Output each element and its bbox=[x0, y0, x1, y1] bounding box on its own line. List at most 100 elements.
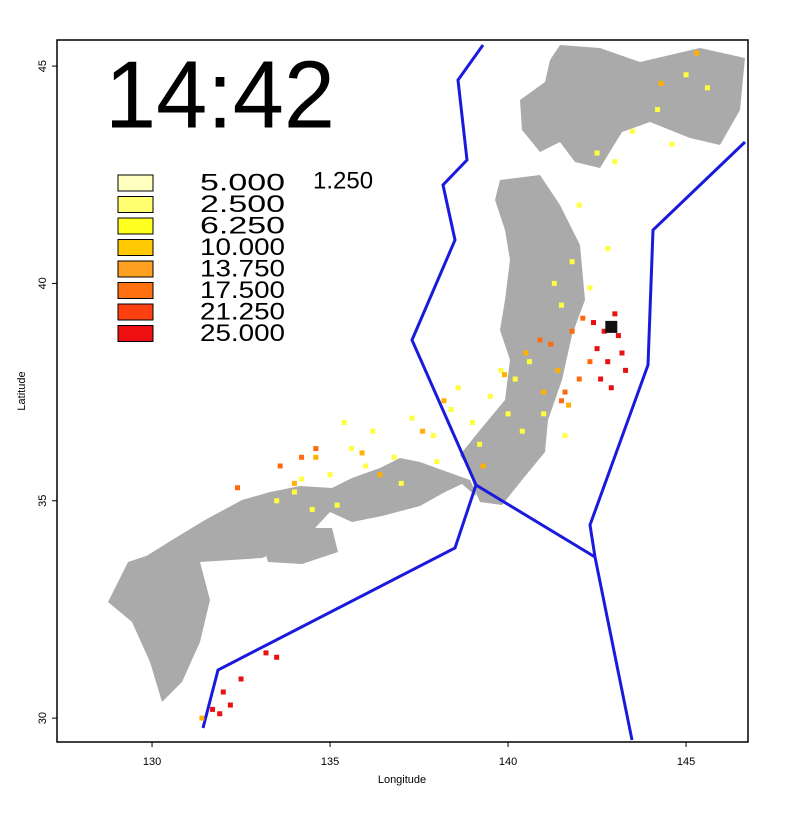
legend-label: 10.000 bbox=[200, 234, 285, 261]
point bbox=[562, 433, 568, 439]
point bbox=[658, 80, 664, 86]
point bbox=[217, 711, 223, 717]
point bbox=[299, 476, 305, 482]
point bbox=[615, 333, 621, 339]
chart-title: 14:42 bbox=[105, 41, 335, 148]
point bbox=[526, 359, 532, 365]
x-tick-label: 140 bbox=[499, 756, 517, 768]
point bbox=[683, 72, 689, 78]
point bbox=[291, 489, 297, 495]
point bbox=[238, 676, 244, 682]
point bbox=[480, 463, 486, 469]
point bbox=[505, 411, 511, 417]
point bbox=[398, 480, 404, 486]
point bbox=[608, 385, 614, 391]
point bbox=[498, 367, 504, 373]
y-tick-label: 40 bbox=[37, 277, 49, 289]
point bbox=[291, 480, 297, 486]
point bbox=[569, 259, 575, 265]
point bbox=[370, 428, 376, 434]
point bbox=[363, 463, 369, 469]
point bbox=[277, 463, 283, 469]
y-tick-label: 45 bbox=[37, 60, 49, 72]
point bbox=[455, 385, 461, 391]
legend-label: 17.500 bbox=[200, 277, 285, 304]
legend-swatch bbox=[117, 174, 154, 192]
point bbox=[612, 311, 618, 317]
point bbox=[477, 441, 483, 447]
point bbox=[334, 502, 340, 508]
point bbox=[541, 389, 547, 395]
point bbox=[587, 359, 593, 365]
point bbox=[420, 428, 426, 434]
boundary-line bbox=[588, 140, 747, 741]
legend-label: 21.250 bbox=[200, 298, 285, 325]
point bbox=[598, 376, 604, 382]
point bbox=[576, 202, 582, 208]
point bbox=[391, 454, 397, 460]
point bbox=[623, 367, 629, 373]
point bbox=[612, 159, 618, 165]
point bbox=[220, 689, 226, 695]
point bbox=[594, 150, 600, 156]
legend-swatch bbox=[117, 260, 154, 278]
point bbox=[227, 702, 233, 708]
point bbox=[562, 389, 568, 395]
kyushu bbox=[108, 548, 210, 702]
legend-label: 5.000 bbox=[200, 169, 285, 196]
point bbox=[274, 654, 280, 660]
y-axis-label: Latitude bbox=[16, 371, 28, 410]
point bbox=[409, 415, 415, 421]
point bbox=[587, 285, 593, 291]
point bbox=[512, 376, 518, 382]
point bbox=[576, 376, 582, 382]
point bbox=[594, 346, 600, 352]
point bbox=[694, 50, 700, 56]
x-tick-label: 130 bbox=[143, 756, 161, 768]
point bbox=[299, 454, 305, 460]
legend-swatch bbox=[117, 239, 154, 256]
point bbox=[523, 350, 529, 356]
point bbox=[655, 107, 661, 113]
point bbox=[569, 328, 575, 334]
point bbox=[558, 302, 564, 308]
point bbox=[434, 459, 440, 465]
point bbox=[234, 485, 240, 491]
point bbox=[630, 128, 636, 134]
x-tick-label: 135 bbox=[321, 756, 339, 768]
legend-swatch bbox=[117, 217, 154, 235]
point bbox=[274, 498, 280, 504]
point bbox=[359, 450, 365, 456]
points bbox=[199, 50, 710, 721]
y-tick-label: 35 bbox=[37, 495, 49, 507]
point bbox=[566, 402, 572, 408]
point bbox=[469, 420, 475, 426]
legend-swatch bbox=[117, 196, 154, 213]
plate-boundaries bbox=[201, 44, 747, 741]
hokkaido bbox=[520, 45, 745, 168]
epicenter bbox=[605, 320, 618, 333]
point bbox=[548, 341, 554, 347]
point bbox=[441, 398, 447, 404]
legend-label: 6.250 bbox=[200, 212, 285, 239]
legend-label: 25.000 bbox=[200, 320, 285, 347]
point bbox=[377, 472, 383, 478]
point bbox=[263, 650, 269, 656]
legend-swatch bbox=[117, 303, 154, 321]
point bbox=[590, 320, 596, 326]
legend-label: 13.750 bbox=[200, 255, 285, 282]
legend-label: 2.500 bbox=[200, 191, 285, 218]
point bbox=[558, 398, 564, 404]
point bbox=[327, 472, 333, 478]
legend-note: 1.250 bbox=[313, 167, 373, 194]
point bbox=[210, 706, 216, 712]
point bbox=[580, 315, 586, 321]
point bbox=[601, 328, 607, 334]
point bbox=[309, 506, 315, 512]
point bbox=[551, 280, 557, 286]
x-axis-label: Longitude bbox=[378, 774, 426, 786]
boundary-line bbox=[475, 483, 596, 559]
point bbox=[487, 393, 493, 399]
point bbox=[555, 367, 561, 373]
